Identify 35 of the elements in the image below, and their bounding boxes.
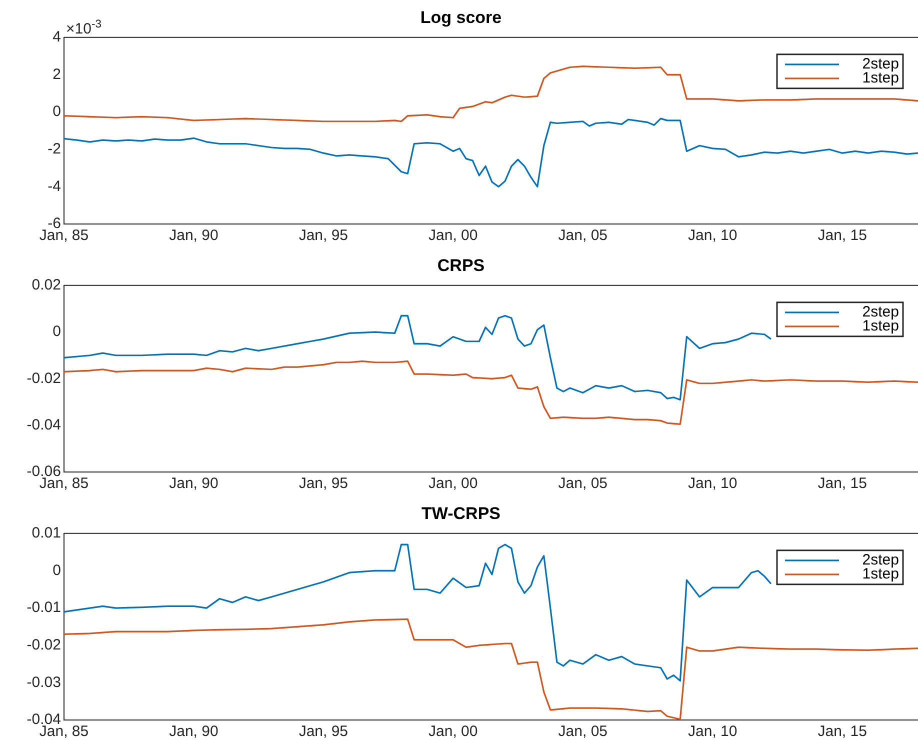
y-tick-label: -0.02: [26, 636, 61, 654]
x-tick-label: Jan, 05: [558, 475, 608, 492]
y-tick-label: 2: [52, 66, 61, 83]
x-tick-label: Jan, 10: [688, 227, 738, 244]
y-tick-label: 0: [52, 323, 61, 340]
y-tick-label: -4: [48, 178, 61, 195]
x-tick-label: Jan, 90: [169, 723, 218, 740]
y-tick-label: 0.01: [32, 524, 61, 542]
y-tick-label: -0.01: [26, 599, 61, 616]
x-tick-label: Jan, 10: [688, 723, 738, 740]
x-tick-label: Jan, 00: [428, 723, 478, 740]
x-tick-label: Jan, 10: [688, 475, 738, 492]
y-tick-label: -0.03: [26, 674, 61, 691]
y-tick-label: -0.02: [26, 370, 61, 387]
x-tick-label: Jan, 15: [818, 475, 867, 492]
x-tick-label: Jan, 00: [428, 475, 478, 492]
x-tick-label: Jan, 00: [428, 227, 478, 244]
x-tick-label: Jan, 05: [558, 227, 608, 244]
y-tick-label: 0: [52, 103, 61, 120]
x-tick-label: Jan, 05: [558, 723, 608, 740]
chart-title: Log score: [420, 8, 502, 27]
y-tick-label: -0.04: [26, 416, 61, 434]
y-tick-label: 4: [52, 28, 61, 46]
y-tick-label: 0: [52, 562, 61, 579]
chart-title: CRPS: [437, 256, 485, 275]
x-tick-label: Jan, 95: [298, 723, 348, 740]
x-tick-label: Jan, 90: [169, 227, 218, 244]
x-tick-label: Jan, 90: [169, 475, 218, 492]
x-tick-label: Jan, 95: [298, 475, 348, 492]
x-tick-label: Jan, 95: [298, 227, 348, 244]
y-tick-label: 0.02: [32, 276, 61, 294]
x-tick-label: Jan, 15: [818, 227, 867, 244]
chart-title: TW-CRPS: [422, 504, 500, 523]
y-tick-label: -2: [48, 140, 61, 158]
x-tick-label: Jan, 15: [818, 723, 867, 740]
